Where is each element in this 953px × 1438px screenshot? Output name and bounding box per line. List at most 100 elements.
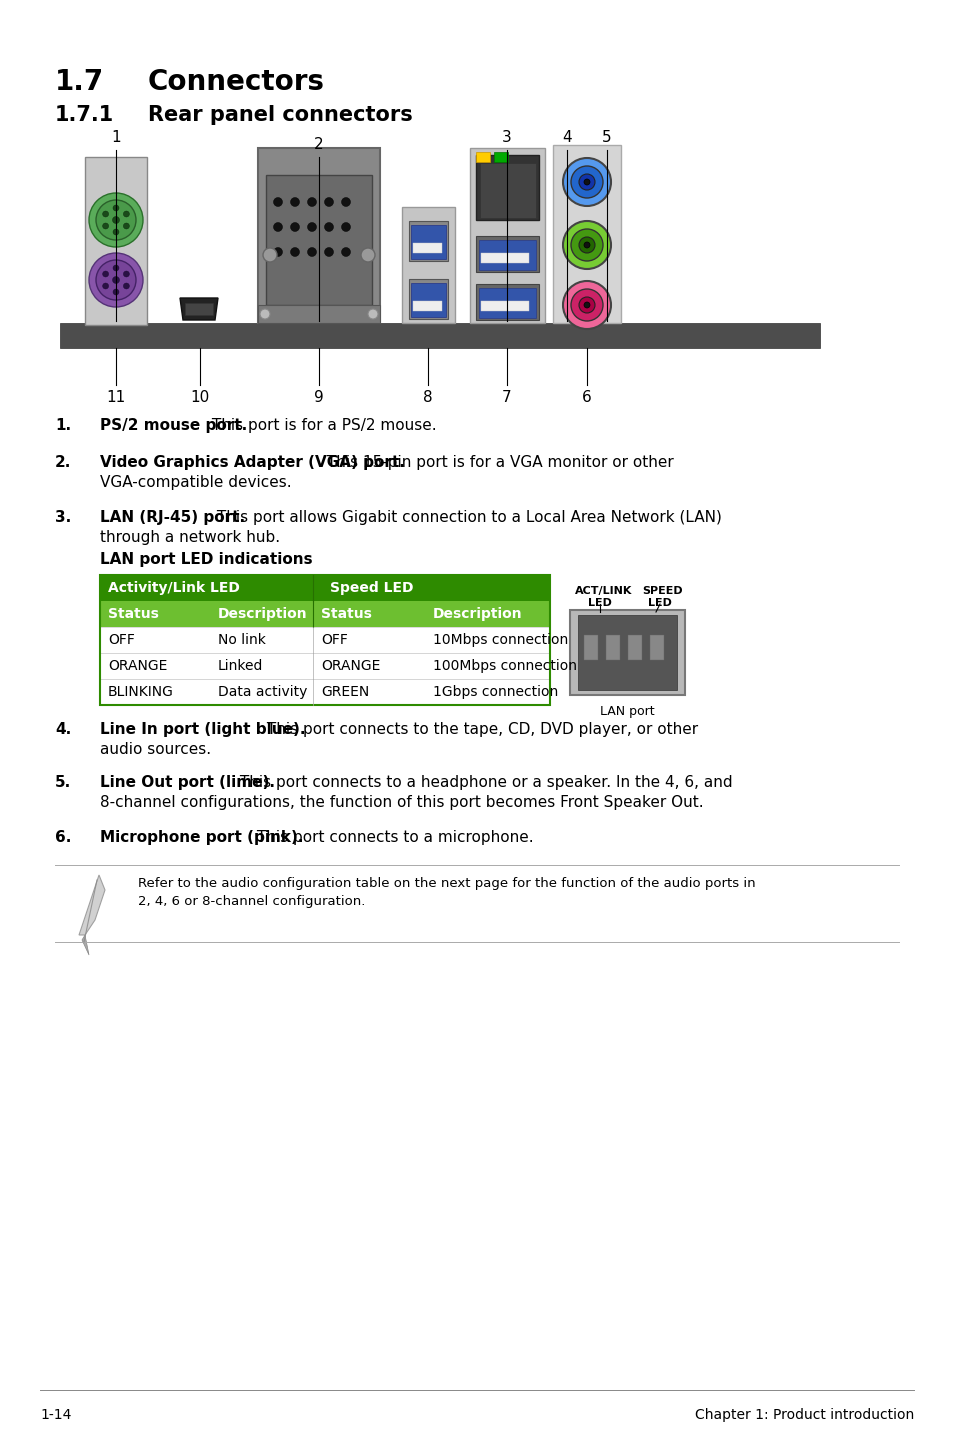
Text: 1: 1 [112,129,121,145]
Circle shape [112,289,119,295]
Bar [401,207,455,324]
Circle shape [562,158,610,206]
Bar [413,301,441,311]
Text: SPEED: SPEED [641,587,682,595]
Text: 3.: 3. [55,510,71,525]
Bar [100,575,550,705]
Text: through a network hub.: through a network hub. [100,531,280,545]
Bar [266,175,372,305]
Text: Rear panel connectors: Rear panel connectors [148,105,413,125]
Text: This port connects to the tape, CD, DVD player, or other: This port connects to the tape, CD, DVD … [262,722,698,738]
Bar [494,152,507,162]
Circle shape [89,193,143,247]
Circle shape [571,165,602,198]
Bar [60,324,820,348]
Text: LED: LED [647,598,671,608]
Text: LAN (RJ-45) port.: LAN (RJ-45) port. [100,510,245,525]
Text: 5: 5 [601,129,611,145]
Text: Activity/Link LED: Activity/Link LED [108,581,239,595]
Text: Data activity: Data activity [218,684,307,699]
Text: This port connects to a microphone.: This port connects to a microphone. [252,830,533,846]
Circle shape [89,253,143,306]
Circle shape [341,247,350,256]
Text: 2: 2 [314,137,323,152]
Text: This port is for a PS/2 mouse.: This port is for a PS/2 mouse. [207,418,436,433]
Circle shape [324,197,334,207]
Circle shape [307,223,316,232]
Text: Status: Status [108,607,159,621]
Text: Line Out port (lime).: Line Out port (lime). [100,775,274,789]
Text: VGA-compatible devices.: VGA-compatible devices. [100,475,292,490]
Circle shape [123,270,130,278]
Text: 100Mbps connection: 100Mbps connection [433,659,577,673]
Circle shape [578,174,595,190]
Text: audio sources.: audio sources. [100,742,211,756]
Text: ORANGE: ORANGE [320,659,380,673]
Circle shape [112,276,119,283]
Text: Microphone port (pink).: Microphone port (pink). [100,830,303,846]
Bar [100,653,550,679]
Text: Refer to the audio configuration table on the next page for the function of the : Refer to the audio configuration table o… [138,877,755,890]
Bar [480,301,529,311]
Circle shape [274,197,282,207]
Bar [100,627,550,653]
Bar [100,575,550,601]
Bar [479,162,536,219]
Circle shape [291,247,299,256]
Text: Linked: Linked [218,659,263,673]
Circle shape [360,247,375,262]
Text: Speed LED: Speed LED [330,581,413,595]
Text: Description: Description [218,607,307,621]
Text: 1Gbps connection: 1Gbps connection [433,684,558,699]
Bar [409,279,448,319]
Polygon shape [79,874,105,935]
Circle shape [307,197,316,207]
Circle shape [96,260,136,301]
Bar [649,636,663,660]
Text: This 15-pin port is for a VGA monitor or other: This 15-pin port is for a VGA monitor or… [322,454,673,470]
Text: LAN port: LAN port [599,705,654,718]
Bar [476,236,538,272]
Circle shape [341,223,350,232]
Bar [476,155,538,220]
Circle shape [260,309,270,319]
Text: No link: No link [218,633,266,647]
Text: 11: 11 [107,390,126,406]
Circle shape [112,265,119,270]
Text: GREEN: GREEN [320,684,369,699]
Text: This port connects to a headphone or a speaker. In the 4, 6, and: This port connects to a headphone or a s… [234,775,732,789]
Bar [553,145,620,324]
Text: 1-14: 1-14 [40,1408,71,1422]
Bar [411,283,446,316]
Text: 1.7.1: 1.7.1 [55,105,114,125]
Bar [478,240,536,270]
Circle shape [274,223,282,232]
Circle shape [96,200,136,240]
Circle shape [263,247,276,262]
Text: LAN port LED indications: LAN port LED indications [100,552,313,567]
Circle shape [291,223,299,232]
Circle shape [103,223,109,229]
Bar [85,157,147,325]
Bar [100,601,550,627]
Circle shape [583,242,589,247]
Circle shape [307,247,316,256]
Bar [583,636,598,660]
Circle shape [103,211,109,217]
Text: LED: LED [587,598,611,608]
Circle shape [578,298,595,313]
Text: Video Graphics Adapter (VGA) port.: Video Graphics Adapter (VGA) port. [100,454,404,470]
Text: Description: Description [433,607,522,621]
Polygon shape [180,298,218,321]
Circle shape [583,178,589,186]
Bar [605,636,619,660]
Text: 2, 4, 6 or 8-channel configuration.: 2, 4, 6 or 8-channel configuration. [138,894,365,907]
Text: 6: 6 [581,390,591,406]
Text: 3: 3 [501,129,512,145]
Text: Connectors: Connectors [148,68,325,96]
Bar [578,615,677,690]
Circle shape [291,197,299,207]
Text: Line In port (light blue).: Line In port (light blue). [100,722,305,738]
Bar [569,610,684,695]
Bar [480,253,529,263]
